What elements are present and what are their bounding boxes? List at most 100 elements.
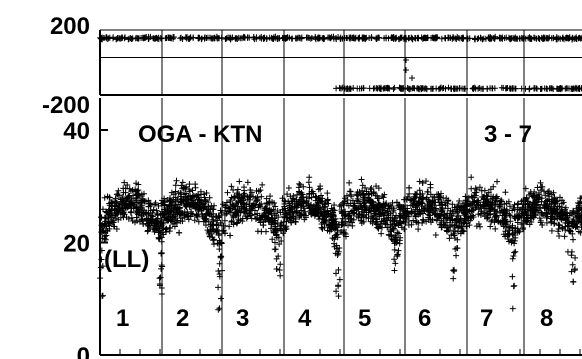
top-marker xyxy=(550,35,557,42)
bottom-marker xyxy=(397,234,404,241)
bottom-marker xyxy=(257,187,264,194)
bottom-marker xyxy=(515,200,522,207)
bottom-marker xyxy=(275,234,282,241)
bottom-marker xyxy=(505,198,512,205)
bottom-y-tick-label: 20 xyxy=(63,231,90,258)
bottom-marker xyxy=(514,201,521,208)
bottom-marker xyxy=(408,210,415,217)
bottom-marker xyxy=(453,206,460,213)
bottom-marker xyxy=(265,207,272,214)
bottom-marker xyxy=(434,212,441,219)
bottom-marker xyxy=(432,199,439,206)
bottom-marker xyxy=(450,275,457,282)
bottom-marker xyxy=(444,228,451,235)
bottom-marker xyxy=(218,209,225,216)
bottom-marker xyxy=(335,283,342,290)
bottom-marker xyxy=(464,206,471,213)
bottom-marker xyxy=(546,188,553,195)
top-marker xyxy=(307,35,314,42)
bottom-marker xyxy=(460,228,467,235)
bottom-marker xyxy=(562,210,569,217)
bottom-marker xyxy=(230,186,237,193)
bottom-marker xyxy=(548,191,555,198)
bottom-marker xyxy=(384,224,391,231)
top-marker xyxy=(163,34,170,41)
bottom-marker xyxy=(213,222,220,229)
bottom-marker xyxy=(170,191,177,198)
bottom-marker xyxy=(555,221,562,228)
bottom-marker xyxy=(293,209,300,216)
bottom-marker xyxy=(400,218,407,225)
bottom-marker xyxy=(183,190,190,197)
bottom-marker xyxy=(532,212,539,219)
bottom-marker xyxy=(227,209,234,216)
bottom-marker xyxy=(537,179,544,186)
top-marker xyxy=(328,33,335,40)
bottom-marker xyxy=(336,221,343,228)
bottom-marker xyxy=(414,190,421,197)
bottom-marker xyxy=(195,194,202,201)
bottom-marker xyxy=(351,209,358,216)
bottom-marker xyxy=(419,200,426,207)
bottom-marker xyxy=(471,189,478,196)
bottom-marker xyxy=(468,193,475,200)
bottom-marker xyxy=(272,217,279,224)
bottom-marker xyxy=(510,283,517,290)
bottom-marker xyxy=(249,202,256,209)
top-marker xyxy=(359,35,366,42)
bottom-marker xyxy=(519,210,526,217)
bottom-marker xyxy=(380,194,387,201)
bottom-marker xyxy=(483,192,490,199)
segment-label-6: 6 xyxy=(418,305,431,332)
bottom-marker xyxy=(483,205,490,212)
bottom-marker xyxy=(439,201,446,208)
bottom-marker xyxy=(115,187,122,194)
bottom-marker xyxy=(113,209,120,216)
bottom-marker xyxy=(244,179,251,186)
top-marker xyxy=(490,34,497,41)
bottom-marker xyxy=(119,211,126,218)
bottom-marker xyxy=(177,199,184,206)
bottom-marker xyxy=(406,190,413,197)
bottom-marker xyxy=(356,211,363,218)
bottom-marker xyxy=(514,214,521,221)
bottom-marker xyxy=(473,223,480,230)
bottom-marker xyxy=(519,224,526,231)
bottom-marker xyxy=(144,227,151,234)
bottom-marker xyxy=(262,204,269,211)
bottom-marker xyxy=(216,271,223,278)
bottom-marker xyxy=(450,210,457,217)
bottom-marker xyxy=(540,202,547,209)
bottom-marker xyxy=(282,224,289,231)
bottom-marker xyxy=(471,198,478,205)
bottom-marker xyxy=(455,224,462,231)
bottom-marker xyxy=(414,201,421,208)
bottom-marker xyxy=(491,201,498,208)
bottom-marker xyxy=(380,210,387,217)
bottom-marker xyxy=(281,213,288,220)
bottom-marker xyxy=(161,206,168,213)
bottom-marker xyxy=(393,199,400,206)
top-marker xyxy=(383,34,390,41)
bottom-marker xyxy=(148,219,155,226)
bottom-marker xyxy=(346,218,353,225)
bottom-marker xyxy=(422,178,429,185)
top-marker xyxy=(347,34,354,41)
bottom-marker xyxy=(117,214,124,221)
bottom-marker xyxy=(223,199,230,206)
top-marker xyxy=(206,34,213,41)
top-marker xyxy=(270,34,277,41)
bottom-marker xyxy=(172,198,179,205)
bottom-marker xyxy=(505,223,512,230)
bottom-marker xyxy=(252,215,259,222)
bottom-marker xyxy=(415,226,422,233)
bottom-marker xyxy=(473,202,480,209)
bottom-marker xyxy=(556,222,563,229)
bottom-marker xyxy=(408,208,415,215)
bottom-marker xyxy=(147,207,154,214)
bottom-marker xyxy=(571,265,578,272)
bottom-marker xyxy=(451,266,458,273)
bottom-marker xyxy=(228,218,235,225)
bottom-marker xyxy=(370,202,377,209)
bottom-marker xyxy=(111,223,118,230)
